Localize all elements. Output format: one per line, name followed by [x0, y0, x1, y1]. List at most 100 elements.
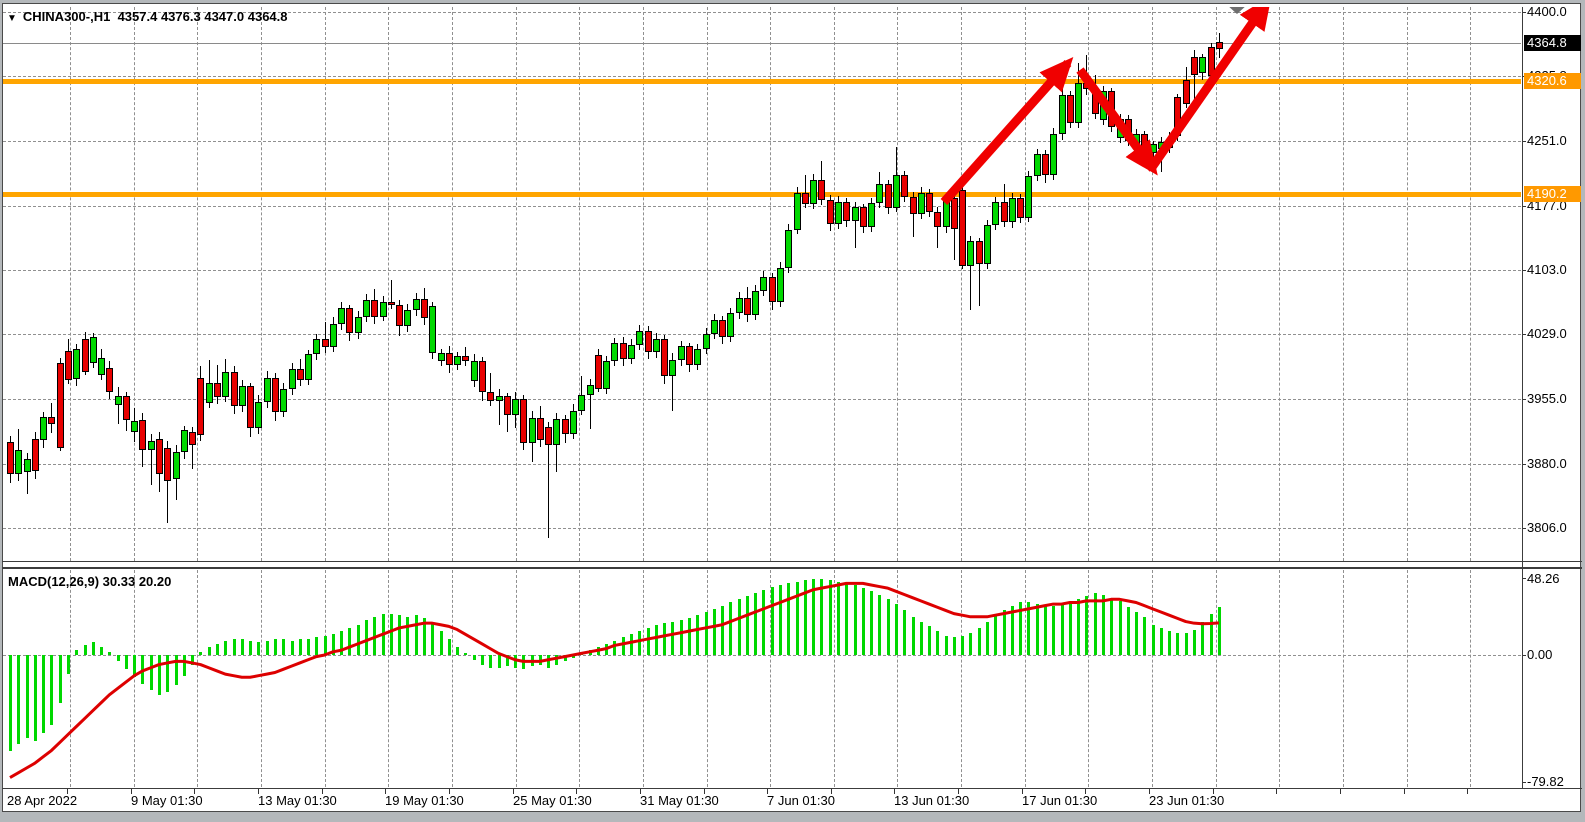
- macd-histogram-bar: [977, 627, 981, 655]
- macd-histogram-bar: [870, 591, 874, 655]
- macd-histogram-bar: [240, 639, 244, 655]
- macd-histogram-bar: [754, 592, 758, 655]
- macd-histogram-bar: [50, 655, 54, 726]
- horizontal-gridline: [3, 76, 1521, 78]
- vertical-gridline: [1279, 570, 1280, 787]
- macd-histogram-bar: [861, 588, 865, 655]
- candle-body: [959, 190, 967, 266]
- price-axis-tick: [1522, 12, 1526, 13]
- horizontal-gridline: [3, 270, 1521, 271]
- macd-histogram-bar: [737, 599, 741, 655]
- candle-body: [172, 451, 180, 480]
- candle-body: [495, 395, 503, 402]
- candle-wick: [26, 453, 28, 495]
- candle-body: [147, 441, 155, 450]
- candle-body: [950, 197, 958, 230]
- macd-histogram-bar: [1143, 616, 1147, 655]
- candle-body: [967, 241, 975, 266]
- macd-tick-label: 0.00: [1527, 647, 1553, 662]
- macd-histogram-bar: [878, 594, 882, 655]
- candle-body: [238, 386, 246, 406]
- macd-histogram-bar: [199, 651, 203, 655]
- macd-histogram-bar: [298, 639, 302, 655]
- candle-wick: [854, 202, 856, 249]
- price-level-line[interactable]: [3, 78, 1521, 84]
- candle-body: [156, 439, 164, 475]
- candle-body: [437, 352, 445, 362]
- vertical-gridline: [1152, 7, 1153, 561]
- horizontal-gridline: [3, 398, 1521, 400]
- symbol-dropdown-icon[interactable]: ▼: [7, 13, 17, 24]
- macd-histogram-bar: [621, 637, 625, 655]
- direction-marker-icon[interactable]: [1226, 7, 1248, 14]
- macd-histogram-bar: [17, 655, 21, 745]
- candle-body: [73, 349, 81, 379]
- candle-wick: [912, 191, 914, 237]
- vertical-gridline: [516, 570, 517, 787]
- candle-body: [619, 342, 627, 359]
- candle-body: [40, 416, 48, 441]
- candle-wick: [978, 237, 980, 307]
- macd-histogram-bar: [75, 650, 79, 655]
- candle-body: [843, 202, 851, 222]
- vertical-gridline: [834, 570, 835, 787]
- macd-histogram-bar: [696, 615, 700, 655]
- price-tick-label: 3880.0: [1527, 455, 1567, 471]
- vertical-gridline: [1407, 570, 1408, 787]
- macd-histogram-bar: [1085, 596, 1089, 655]
- candle-body: [636, 330, 644, 345]
- trend-arrow[interactable]: [1076, 67, 1158, 176]
- candle-body: [255, 402, 263, 429]
- candle-body: [197, 377, 205, 436]
- candle-wick: [167, 441, 169, 523]
- macd-histogram-bar: [1159, 627, 1163, 655]
- vertical-gridline: [579, 7, 580, 561]
- price-tick-label: 4103.0: [1527, 262, 1567, 277]
- trend-arrow[interactable]: [1146, 7, 1272, 173]
- trend-arrow[interactable]: [940, 57, 1074, 205]
- candle-body: [934, 211, 942, 228]
- time-axis-tick: [894, 789, 895, 794]
- price-chart-pane[interactable]: [3, 7, 1521, 561]
- candle-wick: [390, 280, 392, 310]
- vertical-gridline: [1343, 7, 1344, 561]
- macd-histogram-bar: [447, 639, 451, 655]
- macd-histogram-bar: [712, 608, 716, 655]
- candle-body: [926, 192, 934, 212]
- vertical-gridline: [134, 7, 135, 561]
- price-level-line[interactable]: [3, 192, 1521, 198]
- candle-body: [462, 356, 470, 362]
- candle-body: [263, 377, 271, 403]
- macd-axis-tick: [1522, 578, 1526, 580]
- candle-body: [743, 297, 751, 316]
- candle-wick: [192, 427, 194, 469]
- macd-histogram-bar: [729, 602, 733, 655]
- time-axis-tick: [1467, 789, 1468, 794]
- macd-histogram-bar: [721, 605, 725, 655]
- macd-histogram-bar: [489, 655, 493, 668]
- macd-histogram-bar: [257, 642, 261, 655]
- candle-body: [727, 313, 735, 337]
- time-axis-tick: [1085, 789, 1086, 794]
- candle-body: [553, 419, 561, 445]
- candle-body: [644, 330, 652, 352]
- horizontal-gridline: [3, 334, 1521, 336]
- macd-histogram-bar: [936, 631, 940, 655]
- candle-body: [851, 207, 859, 222]
- macd-indicator-pane[interactable]: [3, 570, 1521, 787]
- macd-histogram-bar: [1176, 632, 1180, 655]
- vertical-gridline: [1343, 570, 1344, 787]
- candle-body: [777, 268, 785, 303]
- macd-histogram-bar: [505, 655, 509, 667]
- candle-body: [222, 371, 230, 397]
- macd-histogram-bar: [83, 645, 87, 655]
- macd-histogram-bar: [894, 604, 898, 655]
- candle-body: [975, 241, 983, 264]
- macd-histogram-bar: [1201, 621, 1205, 655]
- time-axis-label: 17 Jun 01:30: [1022, 793, 1098, 808]
- candle-body: [23, 458, 31, 473]
- macd-histogram-bar: [216, 643, 219, 655]
- macd-histogram-bar: [398, 615, 402, 655]
- time-axis-tick: [1149, 789, 1150, 794]
- candle-body: [719, 319, 727, 337]
